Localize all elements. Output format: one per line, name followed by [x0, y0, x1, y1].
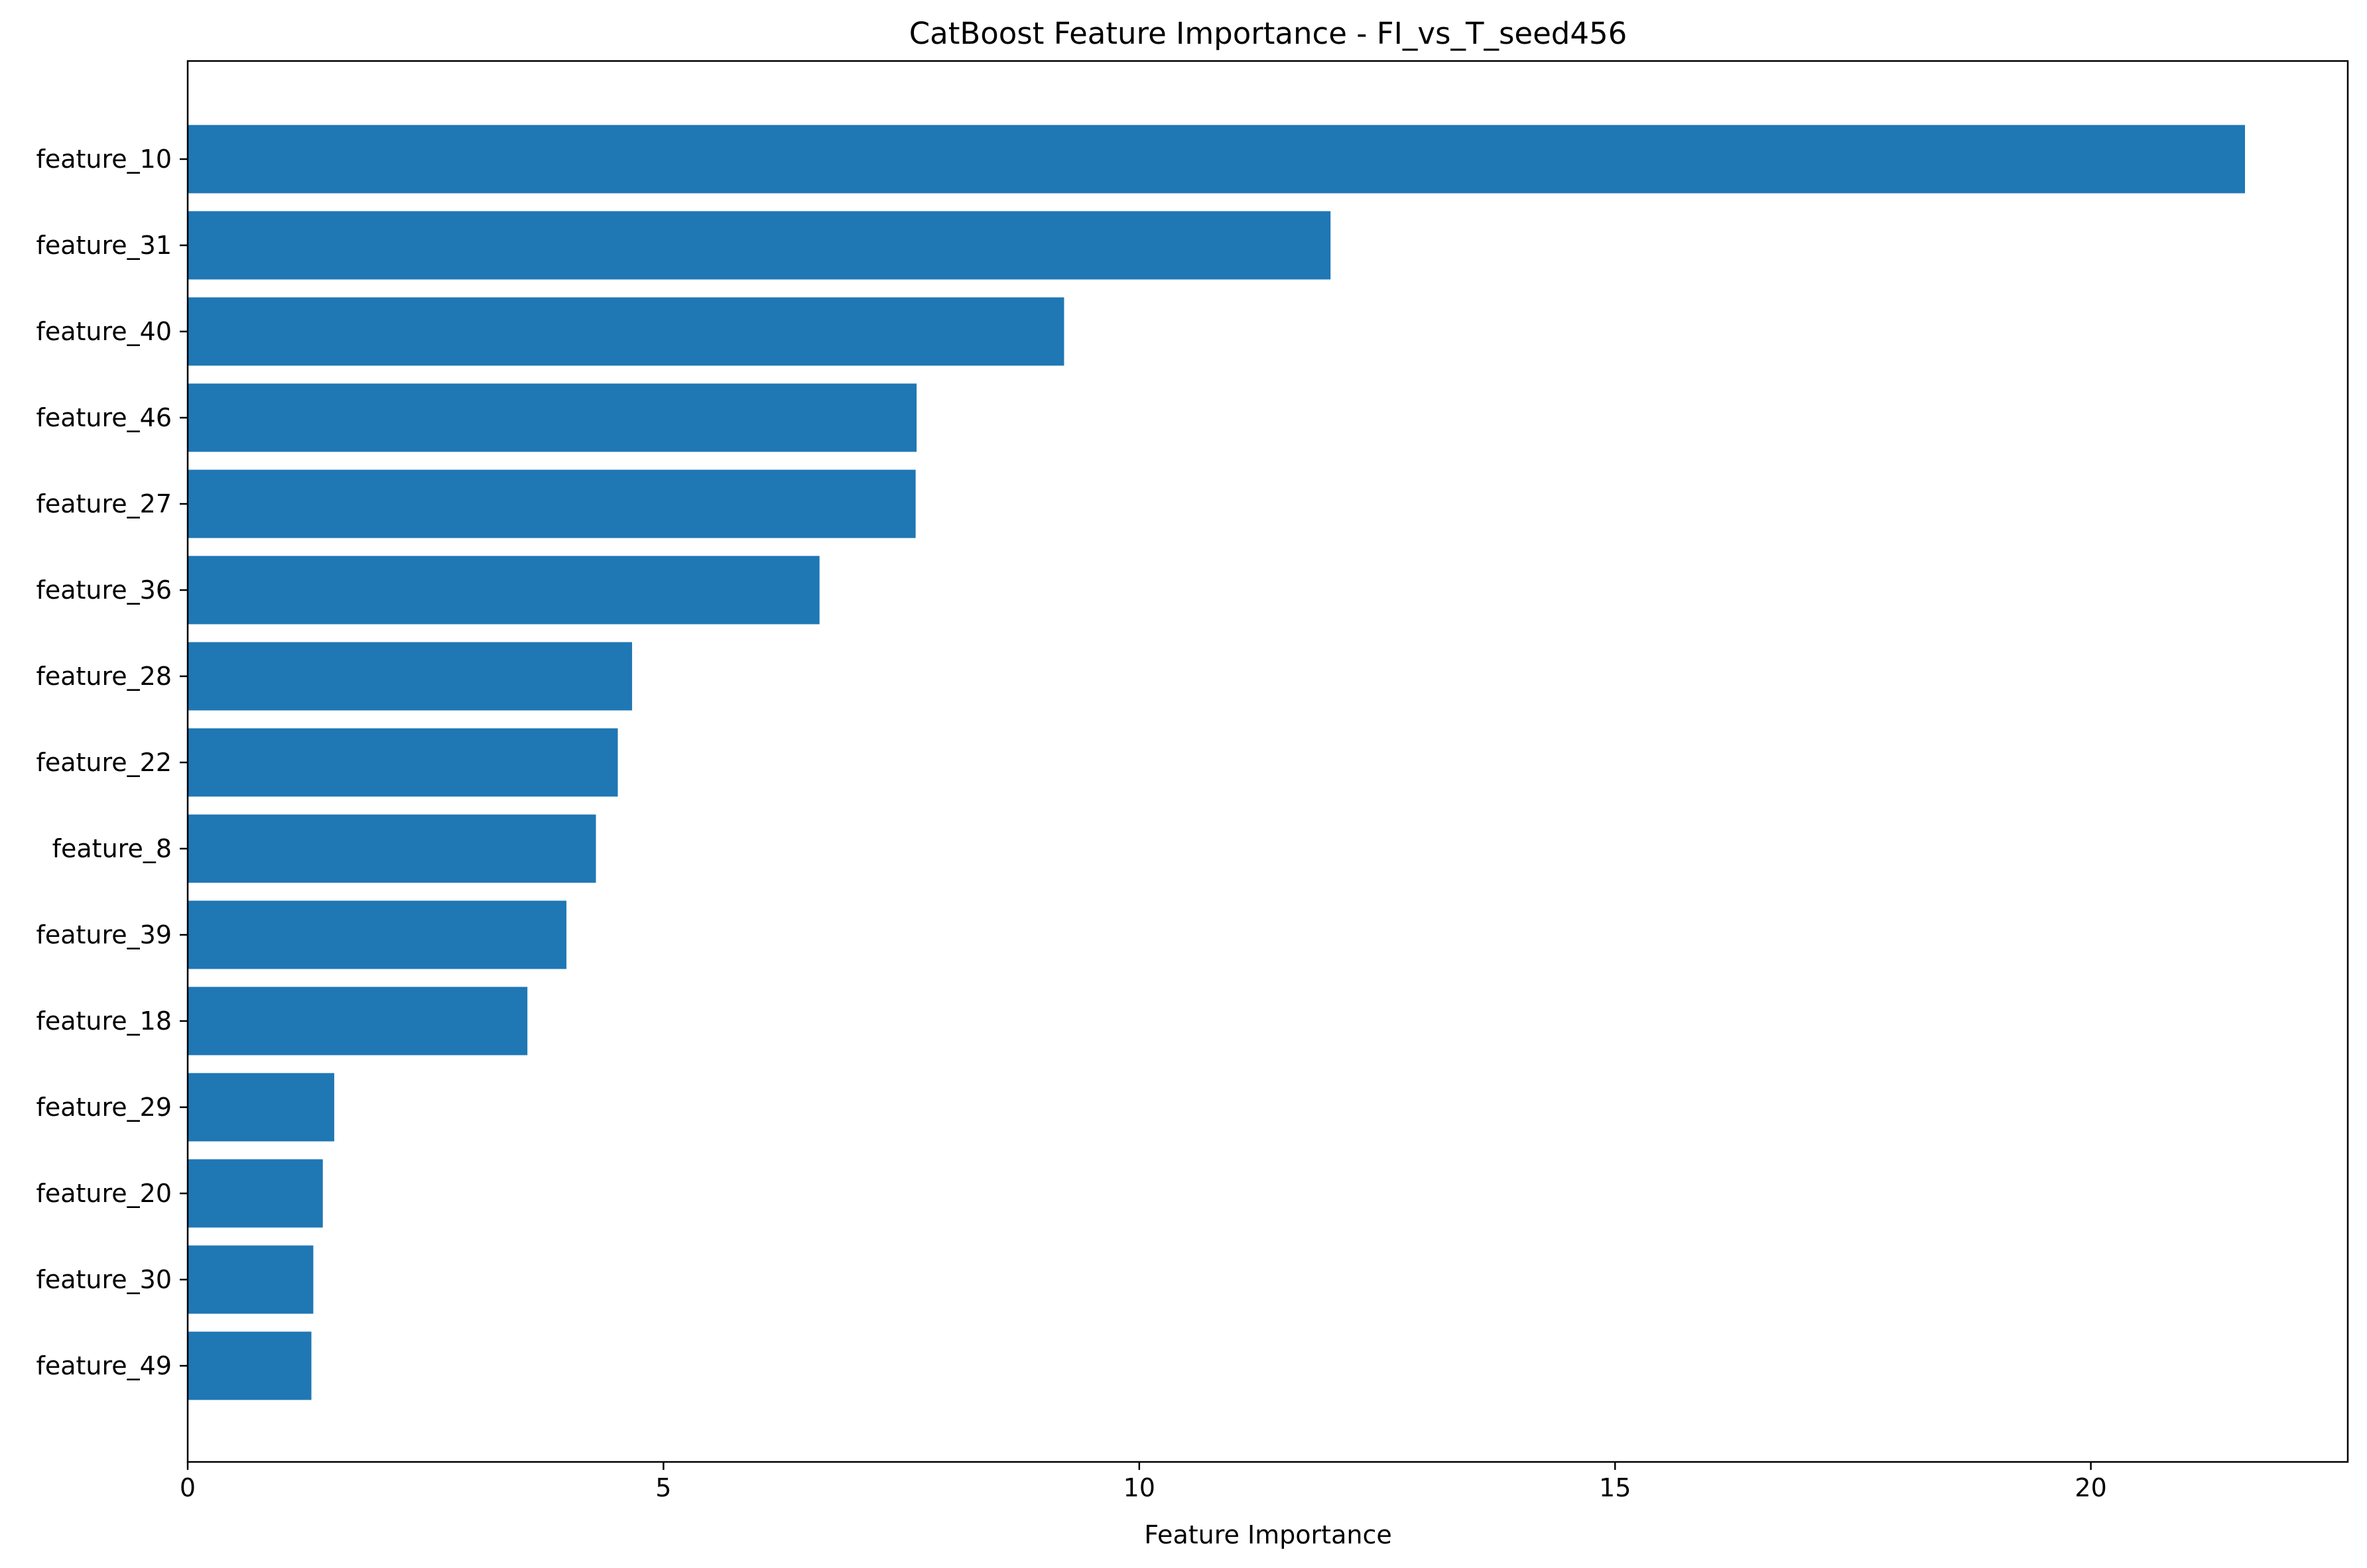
bar-feature-27 — [188, 469, 916, 538]
x-tick-label: 5 — [655, 1473, 671, 1502]
y-tick-label: feature_18 — [36, 1006, 172, 1036]
bar-feature-20 — [188, 1159, 323, 1228]
y-tick-label: feature_29 — [36, 1093, 172, 1122]
x-tick-label: 20 — [2075, 1473, 2106, 1502]
bar-feature-31 — [188, 211, 1331, 280]
bar-feature-36 — [188, 556, 820, 625]
y-tick-label: feature_10 — [36, 145, 172, 174]
x-tick-label: 0 — [180, 1473, 196, 1502]
bar-feature-39 — [188, 900, 567, 969]
bar-feature-40 — [188, 297, 1064, 366]
x-axis-label: Feature Importance — [1144, 1520, 1391, 1549]
y-axis: feature_10 feature_31 feature_40 feature_46… — [36, 145, 188, 1380]
y-tick-label: feature_31 — [36, 231, 172, 260]
bar-feature-10 — [188, 125, 2246, 194]
bar-feature-18 — [188, 987, 528, 1055]
x-axis: 0 5 10 15 20 — [180, 1462, 2107, 1502]
bar-feature-29 — [188, 1073, 334, 1142]
plot-frame — [186, 60, 2349, 1463]
y-tick-label: feature_49 — [36, 1351, 172, 1380]
y-tick-label: feature_27 — [36, 489, 172, 518]
bar-feature-49 — [188, 1331, 312, 1400]
x-tick-label: 10 — [1123, 1473, 1155, 1502]
y-tick-label: feature_8 — [52, 834, 172, 863]
bar-feature-46 — [188, 383, 917, 452]
y-tick-label: feature_46 — [36, 403, 172, 432]
y-tick-label: feature_20 — [36, 1179, 172, 1208]
bars-group — [188, 125, 2246, 1400]
bar-feature-28 — [188, 642, 633, 711]
x-tick-label: 15 — [1599, 1473, 1631, 1502]
y-tick-label: feature_40 — [36, 317, 172, 346]
y-tick-label: feature_39 — [36, 920, 172, 949]
chart-title: CatBoost Feature Importance - FI_vs_T_se… — [909, 16, 1628, 51]
bar-feature-22 — [188, 728, 618, 797]
bar-feature-8 — [188, 814, 596, 883]
y-tick-label: feature_28 — [36, 662, 172, 691]
bar-feature-30 — [188, 1245, 314, 1314]
y-tick-label: feature_36 — [36, 575, 172, 605]
y-tick-label: feature_22 — [36, 748, 172, 777]
y-tick-label: feature_30 — [36, 1265, 172, 1294]
